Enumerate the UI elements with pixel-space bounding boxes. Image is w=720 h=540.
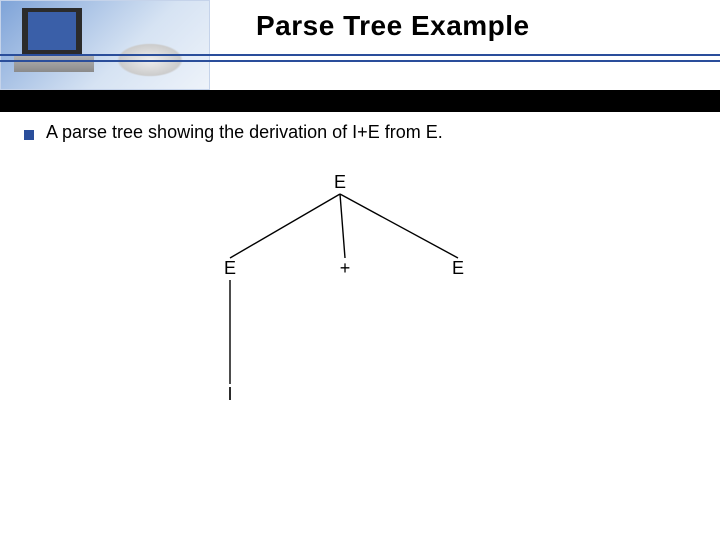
page-title: Parse Tree Example — [256, 10, 696, 42]
header-black-bar — [0, 90, 720, 112]
tree-node-root: E — [334, 172, 346, 192]
tree-node-I: I — [227, 384, 232, 404]
header-image — [0, 0, 210, 90]
tree-node-lE: E — [224, 258, 236, 278]
tree-node-rE: E — [452, 258, 464, 278]
header-rule-1 — [0, 54, 720, 56]
tree-nodes: E E + E I — [224, 172, 464, 404]
bullet-marker — [24, 130, 34, 140]
tree-edge — [340, 194, 345, 258]
slide: Parse Tree Example A parse tree showing … — [0, 0, 720, 540]
tree-node-plus: + — [340, 258, 351, 278]
bullet-text: A parse tree showing the derivation of I… — [46, 122, 443, 143]
header-rule-2 — [0, 60, 720, 62]
tree-edge — [340, 194, 458, 258]
tree-edges — [230, 194, 458, 384]
tree-edge — [230, 194, 340, 258]
parse-tree-diagram: E E + E I — [120, 170, 560, 500]
